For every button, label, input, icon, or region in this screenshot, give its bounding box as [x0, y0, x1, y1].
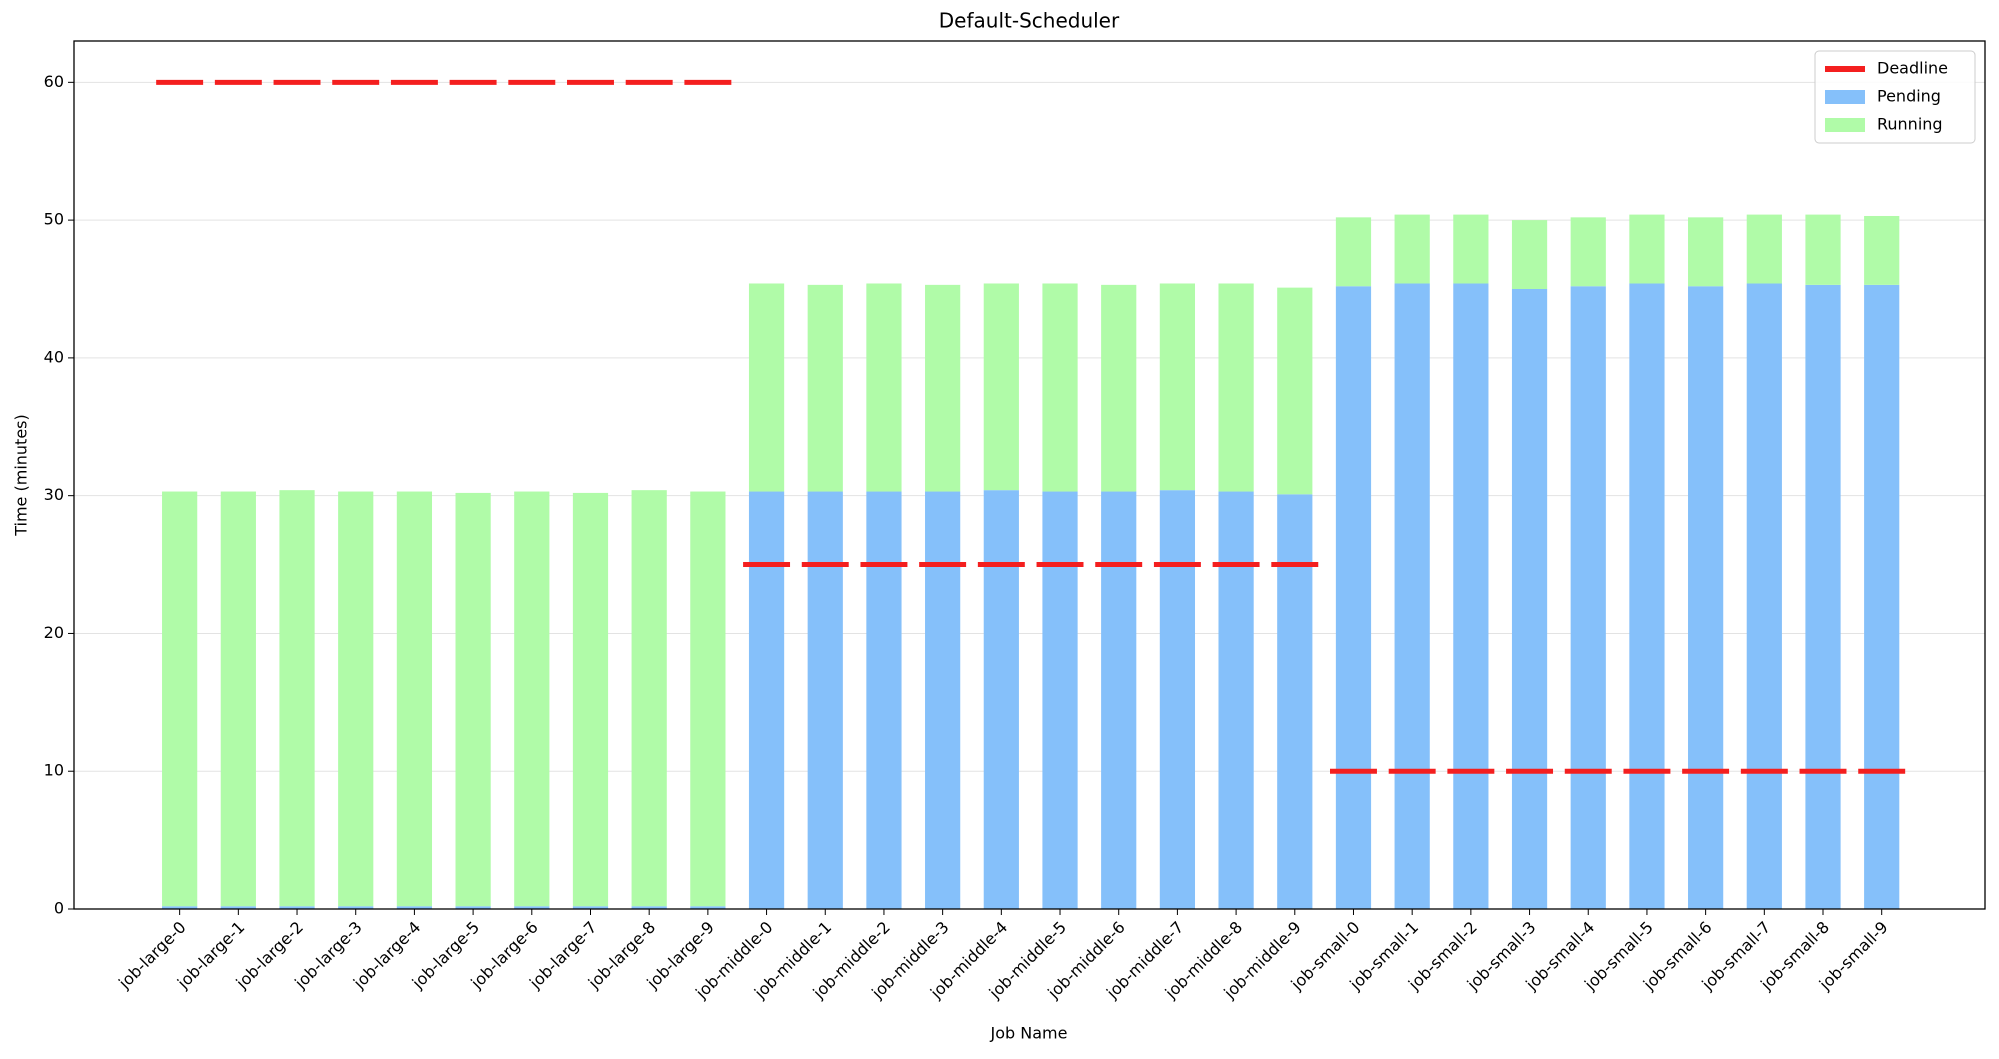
bar-segment	[396, 491, 433, 907]
bar-segment	[748, 283, 785, 492]
y-tick-label: 30	[44, 485, 64, 504]
bar-segment	[1864, 284, 1900, 909]
bar-segment	[1629, 283, 1665, 909]
y-tick-label: 10	[44, 761, 64, 780]
bar-segment	[1746, 214, 1782, 284]
bar-segment	[807, 284, 843, 492]
bar-segment	[925, 284, 961, 492]
y-tick-label: 20	[44, 623, 64, 642]
bar-segment	[279, 906, 315, 909]
bar-segment	[983, 283, 1019, 491]
bar-segment	[1394, 283, 1430, 909]
bar-segment	[866, 491, 902, 909]
bar-segment	[748, 491, 785, 909]
bar-segment	[1864, 215, 1900, 285]
bar-segment	[220, 906, 256, 909]
bar-segment	[983, 490, 1019, 909]
chart-title: Default-Scheduler	[939, 9, 1120, 33]
bar-segment	[162, 906, 198, 909]
bar-segment	[220, 491, 256, 907]
bar-segment	[279, 490, 315, 907]
bar-segment	[1218, 283, 1254, 492]
bar-segment	[572, 492, 609, 907]
bar-segment	[1570, 217, 1606, 287]
bar-segment	[338, 906, 374, 909]
bar-segment	[1101, 284, 1137, 492]
bar-segment	[514, 491, 550, 907]
y-tick-label: 40	[44, 347, 64, 366]
bar-segment	[807, 491, 843, 909]
bar-segment	[690, 491, 726, 907]
plot-frame	[73, 40, 1986, 910]
x-axis-label: Job Name	[990, 1024, 1068, 1043]
bar-segment	[1629, 214, 1665, 284]
bar-segment	[1335, 286, 1372, 909]
bar-segment	[572, 906, 609, 909]
y-tick-label: 50	[44, 210, 64, 229]
bar-segment	[1688, 217, 1724, 287]
bar-segment	[1042, 491, 1078, 909]
bar-segment	[1805, 214, 1841, 285]
bar-segment	[1277, 287, 1313, 495]
legend-swatch	[1825, 118, 1865, 132]
bar-segment	[396, 906, 433, 909]
bar-segment	[925, 491, 961, 909]
y-tick-label: 0	[54, 899, 64, 918]
bar-segment	[1570, 286, 1606, 909]
legend-label: Deadline	[1877, 59, 1948, 78]
bar-segment	[690, 906, 726, 909]
bar-segment	[1688, 286, 1724, 909]
bar-segment	[1805, 284, 1841, 909]
legend-swatch	[1825, 90, 1865, 104]
legend-label: Pending	[1877, 87, 1941, 106]
bar-segment	[1511, 220, 1548, 289]
bar-segment	[631, 906, 667, 909]
bar-segment	[1042, 283, 1078, 492]
bar-segment	[514, 906, 550, 909]
legend: Deadline Pending Running	[1814, 50, 1976, 144]
bar-segment	[162, 491, 198, 907]
y-axis-label: Time (minutes)	[12, 414, 31, 537]
bar-segment	[455, 492, 491, 907]
bar-segment	[1101, 491, 1137, 909]
bar-segment	[1394, 214, 1430, 284]
bar-segment	[866, 283, 902, 492]
bar-segment	[1277, 494, 1313, 909]
bar-segment	[1453, 214, 1489, 284]
bar-segment	[1453, 283, 1489, 909]
bar-segment	[1159, 283, 1196, 491]
bar-segment	[1746, 283, 1782, 909]
bar-segment	[1335, 217, 1372, 287]
bar-segment	[1511, 289, 1548, 909]
legend-label: Running	[1877, 115, 1943, 134]
y-tick-label: 60	[44, 72, 64, 91]
bar-segment	[1159, 490, 1196, 909]
bar-segment	[1218, 491, 1254, 909]
bar-segment	[338, 491, 374, 907]
bar-segment	[631, 490, 667, 907]
bar-segment	[455, 906, 491, 909]
